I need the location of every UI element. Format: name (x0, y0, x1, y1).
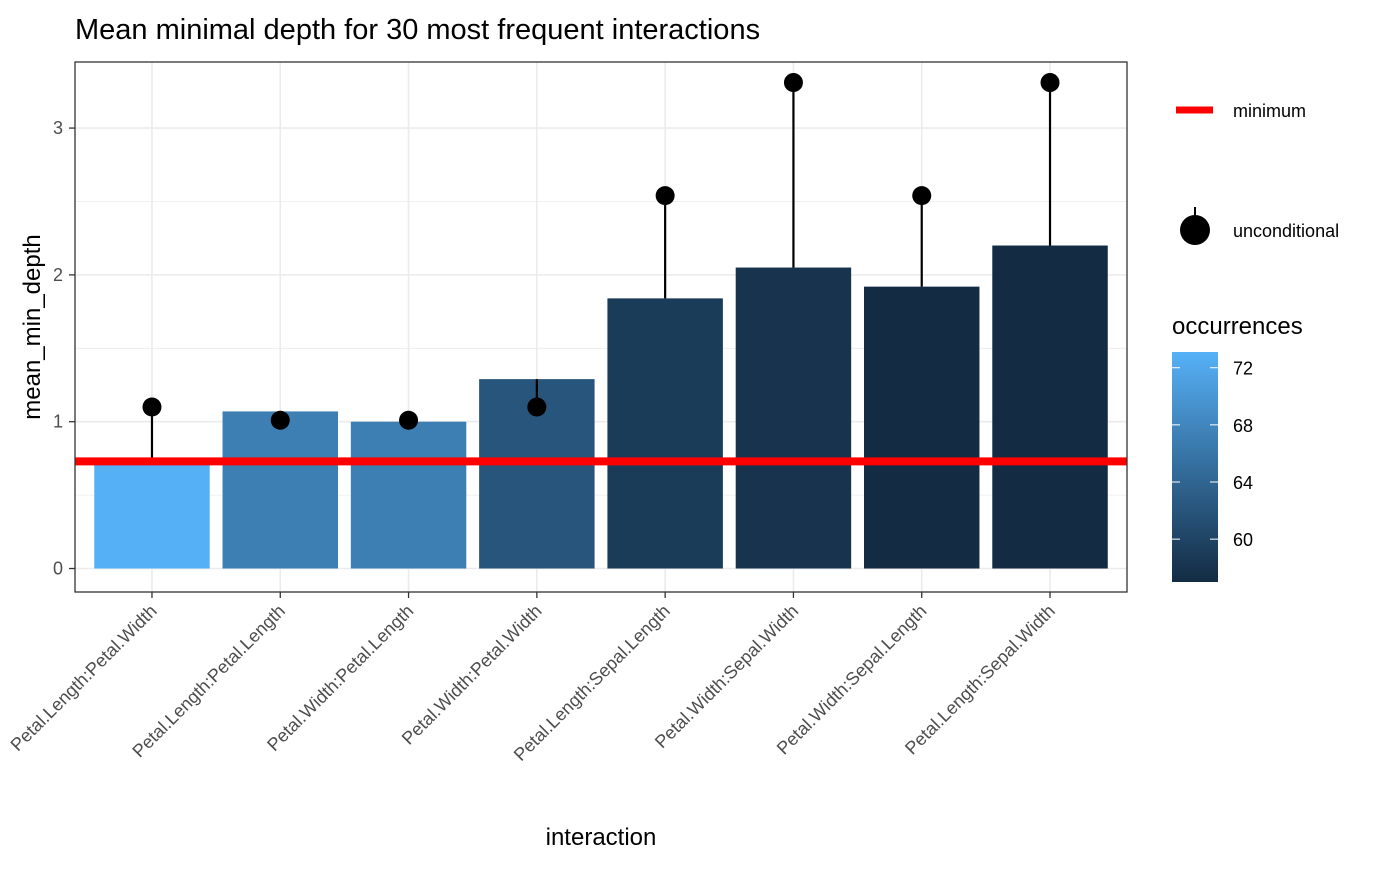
legend: minimum unconditional occurrences 72 68 64… (1172, 101, 1339, 582)
bar (992, 245, 1108, 569)
x-tick-label: Petal.Length:Sepal.Width (901, 601, 1059, 759)
y-axis-title: mean_min_depth (19, 234, 46, 419)
colorbar (1172, 352, 1218, 582)
y-tick-label: 2 (53, 265, 63, 285)
legend-unconditional-point (1180, 215, 1210, 245)
unconditional-point (270, 410, 290, 430)
bar (607, 298, 723, 569)
x-tick-label: Petal.Width:Petal.Length (263, 601, 417, 755)
bars (94, 245, 1108, 569)
unconditional-point (912, 186, 932, 206)
unconditional-point (783, 73, 803, 93)
unconditional-point (1040, 73, 1060, 93)
x-axis: Petal.Length:Petal.WidthPetal.Length:Pet… (7, 592, 1059, 765)
legend-item-minimum: minimum (1176, 101, 1306, 121)
legend-item-unconditional: unconditional (1180, 207, 1339, 245)
x-tick-label: Petal.Width:Sepal.Length (773, 601, 931, 759)
legend-unconditional-label: unconditional (1233, 221, 1339, 241)
unconditional-point (527, 397, 547, 417)
y-tick-label: 3 (53, 118, 63, 138)
x-tick-label: Petal.Width:Petal.Width (398, 601, 546, 749)
chart-title: Mean minimal depth for 30 most frequent … (75, 14, 760, 46)
colorbar-tick-label: 72 (1233, 359, 1253, 379)
unconditional-point (399, 410, 419, 430)
colorbar-ticks: 72 68 64 60 (1172, 359, 1253, 550)
colorbar-tick-label: 64 (1233, 473, 1253, 493)
unconditional-point (142, 397, 162, 417)
legend-minimum-label: minimum (1233, 101, 1306, 121)
x-axis-title: interaction (546, 824, 657, 851)
colorbar-tick-label: 60 (1233, 530, 1253, 550)
bar (735, 267, 852, 569)
bar (864, 286, 980, 569)
bar (94, 462, 210, 569)
colorbar-tick-label: 68 (1233, 416, 1253, 436)
bar (350, 421, 467, 569)
y-axis: 0 1 2 3 (53, 118, 75, 579)
x-tick-label: Petal.Length:Petal.Length (128, 601, 289, 762)
x-tick-label: Petal.Width:Sepal.Width (651, 601, 802, 752)
unconditional-point (655, 186, 675, 206)
unconditional-points (142, 73, 1060, 430)
x-tick-label: Petal.Length:Petal.Width (7, 601, 161, 755)
colorbar-title: occurrences (1172, 313, 1303, 340)
plot-panel-border (74, 61, 1128, 593)
bar (222, 411, 338, 569)
y-tick-label: 0 (53, 559, 63, 579)
y-tick-label: 1 (53, 412, 63, 432)
